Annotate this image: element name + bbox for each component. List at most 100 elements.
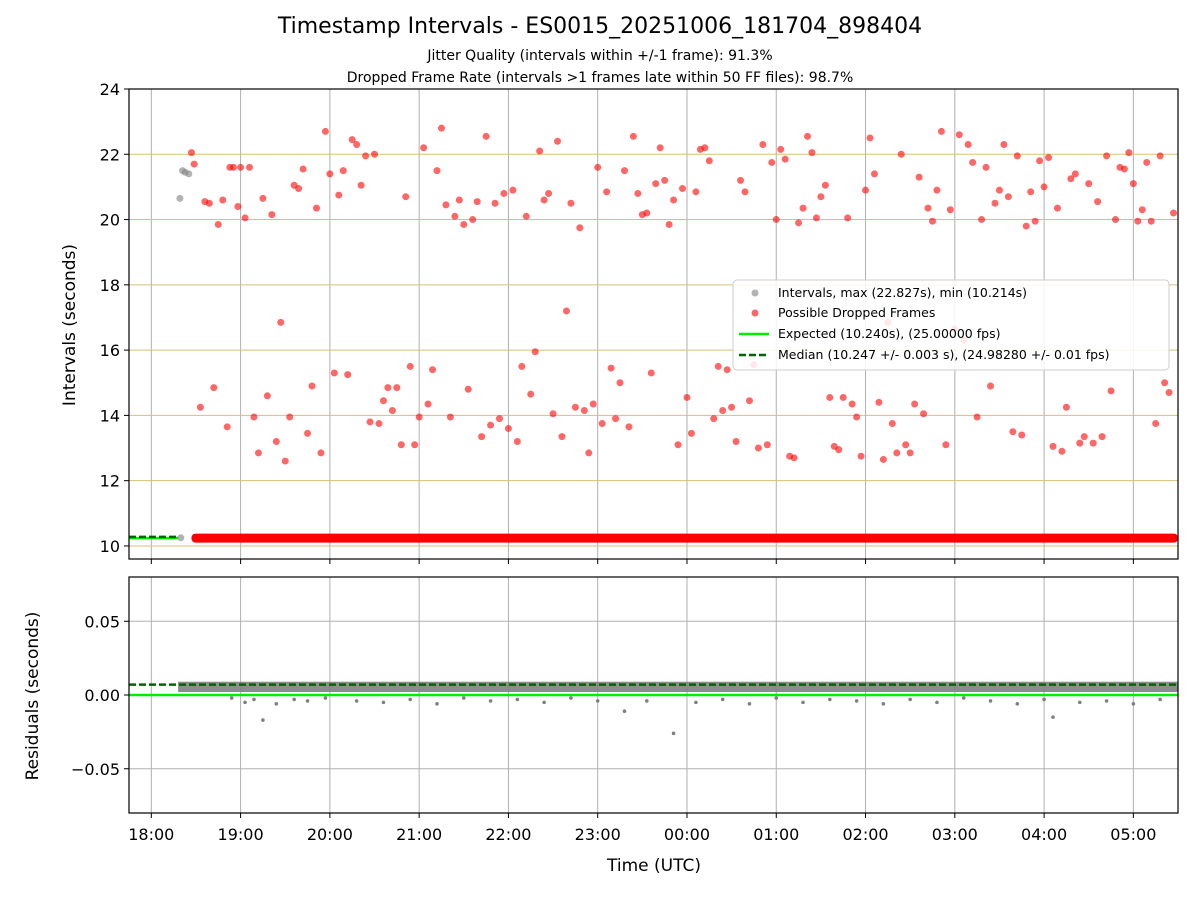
top-axes: 10 12 14 16 18 20 22 24 <box>100 80 1179 564</box>
dropped-point-32 <box>326 170 334 178</box>
dropped-point-46 <box>388 406 396 414</box>
residual-point-38 <box>1131 702 1136 706</box>
dropped-point-136 <box>790 454 798 462</box>
dropped-point-216 <box>1147 217 1155 225</box>
xtick-label-9: 03:00 <box>932 825 978 844</box>
dropped-point-70 <box>495 415 503 423</box>
dropped-point-30 <box>317 449 325 457</box>
legend-intervals-label: Intervals, max (22.827s), min (10.214s) <box>778 285 1027 300</box>
dropped-point-120 <box>719 406 727 414</box>
dropped-point-111 <box>679 185 687 193</box>
dropped-point-76 <box>522 212 530 220</box>
dropped-point-140 <box>808 149 816 157</box>
dropped-point-142 <box>817 193 825 201</box>
dropped-point-196 <box>1058 447 1066 455</box>
dropped-point-213 <box>1134 217 1142 225</box>
dropped-point-187 <box>1018 431 1026 439</box>
dropped-point-200 <box>1076 439 1084 447</box>
dropped-point-72 <box>504 424 512 432</box>
residual-point-36 <box>1077 700 1082 705</box>
residual-point-3 <box>261 718 265 722</box>
dropped-point-78 <box>531 348 539 356</box>
residual-point-9 <box>381 700 386 705</box>
residual-point-4 <box>274 702 279 706</box>
dropped-point-79 <box>536 147 544 155</box>
dropped-point-91 <box>589 400 597 408</box>
dropped-point-34 <box>335 191 343 199</box>
dropped-point-75 <box>518 362 526 370</box>
dropped-point-53 <box>420 144 428 152</box>
residual-point-30 <box>935 700 939 705</box>
dropped-point-99 <box>625 423 633 431</box>
dropped-point-203 <box>1089 439 1097 447</box>
dropped-point-163 <box>911 400 919 408</box>
residual-band <box>178 681 1179 693</box>
dropped-point-176 <box>969 158 977 166</box>
dropped-point-12 <box>237 163 245 171</box>
jitter-quality-subtitle: Jitter Quality (intervals within +/-1 fr… <box>427 48 773 64</box>
dropped-point-204 <box>1094 198 1102 206</box>
dropped-frame-subtitle: Dropped Frame Rate (intervals >1 frames … <box>346 70 854 86</box>
bottom-ytick-label-1: 0.00 <box>84 686 120 705</box>
dropped-point-185 <box>1009 428 1017 436</box>
dropped-point-27 <box>304 429 312 437</box>
residual-point-24 <box>774 696 779 700</box>
interval-point-0 <box>176 194 184 202</box>
legend: Intervals, max (22.827s), min (10.214s) … <box>732 279 1170 371</box>
dropped-point-21 <box>277 318 285 326</box>
residual-point-18 <box>622 709 627 714</box>
residual-point-19 <box>645 699 649 703</box>
residual-point-39 <box>1158 697 1162 702</box>
residual-point-33 <box>1015 702 1020 706</box>
residual-point-6 <box>305 699 310 703</box>
dropped-point-5 <box>210 384 218 392</box>
dropped-point-20 <box>272 438 280 445</box>
dropped-point-49 <box>402 193 410 201</box>
residual-point-21 <box>694 700 698 705</box>
dropped-point-118 <box>710 415 718 423</box>
dropped-point-183 <box>1000 140 1008 148</box>
dropped-point-64 <box>469 216 477 224</box>
dropped-point-181 <box>991 199 999 207</box>
dropped-point-58 <box>442 201 450 209</box>
dropped-point-169 <box>937 127 945 135</box>
dropped-point-18 <box>263 392 271 400</box>
dropped-point-202 <box>1085 180 1093 188</box>
legend-expected-label: Expected (10.240s), (25.00000 fps) <box>778 326 1000 341</box>
dropped-point-159 <box>893 449 901 457</box>
dropped-point-55 <box>429 366 437 374</box>
legend-intervals-marker <box>751 289 759 297</box>
residual-point-27 <box>854 699 859 703</box>
dropped-point-88 <box>576 224 584 232</box>
dropped-point-48 <box>397 441 405 449</box>
dropped-point-69 <box>491 199 499 207</box>
dropped-point-150 <box>853 413 861 421</box>
dropped-point-107 <box>661 176 669 184</box>
dropped-baseline-band <box>191 533 1178 543</box>
dropped-point-220 <box>1165 389 1173 397</box>
dropped-point-110 <box>674 441 682 449</box>
dropped-point-66 <box>478 433 486 441</box>
dropped-point-158 <box>888 420 896 428</box>
dropped-point-4 <box>205 199 213 207</box>
dropped-point-221 <box>1170 209 1178 217</box>
residual-point-20 <box>671 731 676 736</box>
top-ytick-label-5: 20 <box>100 211 120 230</box>
dropped-point-208 <box>1112 216 1120 224</box>
dropped-point-45 <box>384 384 392 392</box>
dropped-point-74 <box>513 438 521 445</box>
dropped-point-134 <box>781 155 789 163</box>
dropped-point-95 <box>607 364 615 372</box>
dropped-point-42 <box>371 150 379 158</box>
dropped-point-148 <box>844 214 852 222</box>
residual-point-11 <box>435 702 439 706</box>
dropped-point-26 <box>299 165 307 173</box>
xtick-label-5: 23:00 <box>575 825 621 844</box>
dropped-point-179 <box>982 163 990 171</box>
dropped-point-51 <box>411 441 419 449</box>
dropped-point-155 <box>875 398 883 406</box>
dropped-point-152 <box>862 186 870 194</box>
dropped-point-38 <box>353 140 361 148</box>
dropped-point-141 <box>812 214 820 222</box>
bottom-ytick-label-0: −0.05 <box>71 760 120 779</box>
